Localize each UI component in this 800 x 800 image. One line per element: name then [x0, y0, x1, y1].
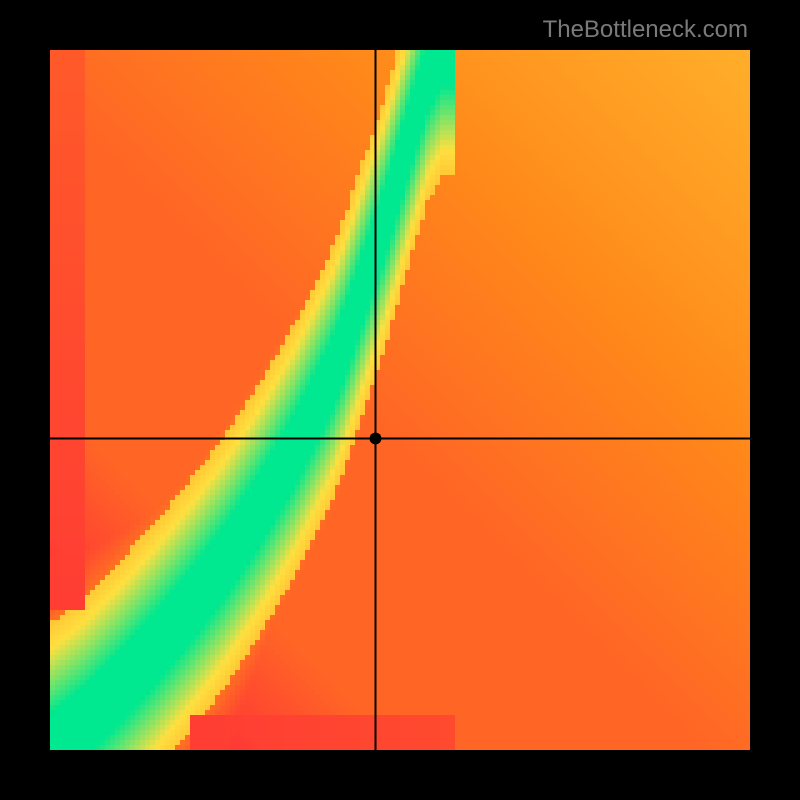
- heatmap-canvas: [0, 0, 800, 800]
- bottleneck-heatmap-chart: TheBottleneck.com: [0, 0, 800, 800]
